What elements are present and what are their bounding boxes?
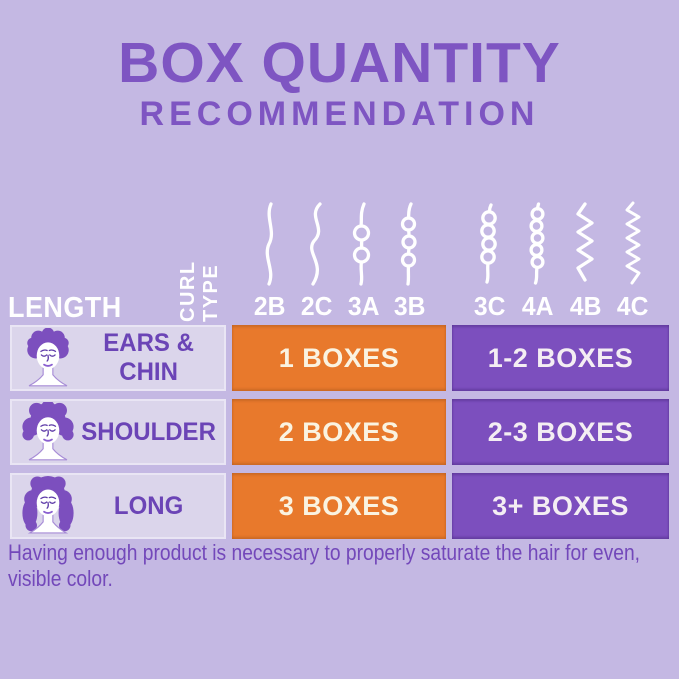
loops-two-icon	[353, 202, 371, 286]
long-curls-avatar-icon	[19, 476, 77, 536]
qty-cell-coily-long: 3+ BOXES	[452, 473, 669, 539]
table-row-long: LONG 3 BOXES 3+ BOXES	[10, 473, 669, 539]
coils-five-icon	[529, 202, 545, 285]
qty-cell-coily-shoulder: 2-3 BOXES	[452, 399, 669, 465]
length-axis-label: LENGTH	[8, 292, 122, 324]
qty-cell-wavy-long: 3 BOXES	[232, 473, 446, 539]
curl-type-4c: 4C	[611, 198, 655, 322]
length-cell-long: LONG	[10, 473, 226, 539]
curl-type-2b: 2B	[248, 198, 292, 322]
loops-three-icon	[400, 202, 417, 286]
length-value: SHOULDER	[81, 417, 216, 446]
curl-type-4a: 4A	[516, 198, 560, 322]
length-value: EARS & CHIN	[103, 329, 194, 386]
table-row-ears-chin: EARS & CHIN 1 BOXES 1-2 BOXES	[10, 325, 669, 391]
page-subtitle: RECOMMENDATION	[139, 95, 540, 133]
curl-type-3c: 3C	[468, 198, 512, 322]
curl-type-label: 3C	[474, 291, 506, 321]
length-cell-shoulder: SHOULDER	[10, 399, 226, 465]
curl-type-label: 3B	[394, 291, 426, 321]
table-row-shoulder: SHOULDER 2 BOXES 2-3 BOXES	[10, 399, 669, 465]
curl-type-label: 4A	[521, 291, 554, 321]
wave-loose-icon	[265, 202, 274, 286]
coils-four-icon	[480, 203, 497, 284]
curl-type-3b: 3B	[388, 198, 432, 322]
zigzag-tight-icon	[625, 201, 641, 285]
qty-cell-wavy-shoulder: 2 BOXES	[232, 399, 446, 465]
short-afro-avatar-icon	[19, 328, 77, 388]
medium-afro-avatar-icon	[19, 402, 77, 462]
curl-type-2c: 2C	[295, 198, 339, 322]
footnote: Having enough product is necessary to pr…	[8, 540, 640, 592]
zigzag-icon	[576, 202, 594, 282]
curl-type-label: 2C	[300, 291, 333, 321]
curl-type-3a: 3A	[341, 198, 385, 322]
wave-defined-icon	[309, 202, 322, 286]
page-title: BOX QUANTITY	[118, 31, 561, 95]
curl-group-coily: 3C 4A 4B 4C	[468, 196, 655, 322]
curl-type-label: 4B	[569, 291, 602, 321]
length-value: LONG	[113, 491, 184, 520]
curl-group-wavy-curly: 2B 2C 3A	[248, 196, 432, 322]
curl-type-label: 3A	[347, 291, 380, 321]
qty-cell-coily-ears-chin: 1-2 BOXES	[452, 325, 669, 391]
curl-type-4b: 4B	[563, 198, 607, 322]
length-cell-ears-chin: EARS & CHIN	[10, 325, 226, 391]
qty-cell-wavy-ears-chin: 1 BOXES	[232, 325, 446, 391]
curl-type-axis-label: CURL TYPE	[177, 260, 222, 322]
curl-type-label: 4C	[617, 291, 649, 321]
curl-type-label: 2B	[254, 291, 286, 321]
